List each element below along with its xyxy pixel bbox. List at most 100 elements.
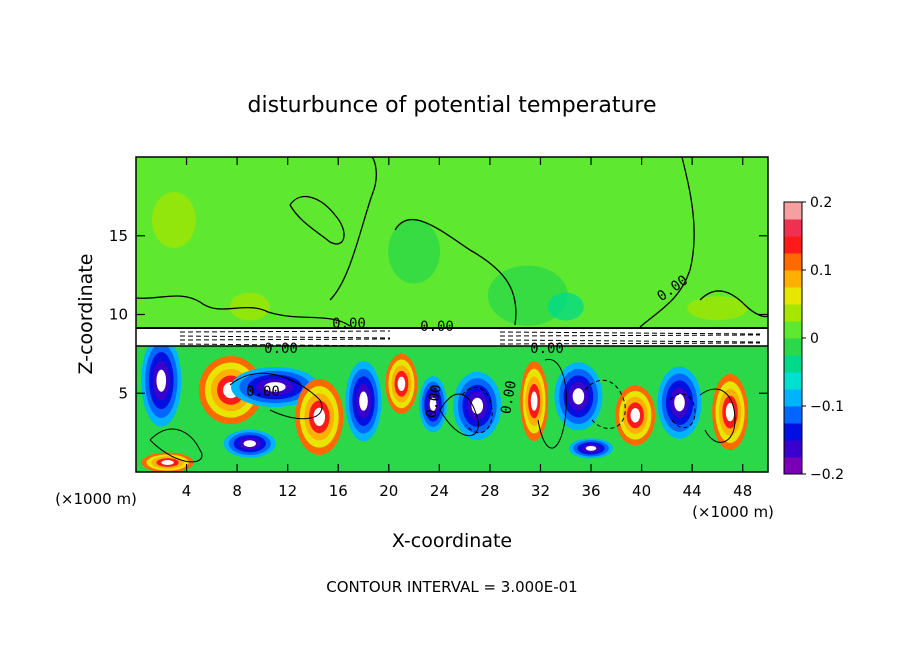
band-dashed-contour: [179, 343, 391, 347]
contour-label: 0.00: [264, 341, 298, 357]
colorbar-swatch: [784, 338, 802, 356]
x-tick-label: 36: [581, 482, 600, 500]
contour-labels: 0.00 0.000.00 0.000.00 0.00 0.000.00: [246, 273, 691, 420]
eddy-ring: [243, 440, 256, 448]
band-dashed-contour: [499, 334, 761, 337]
eddy-ring: [397, 376, 406, 391]
contour-interval-note: CONTOUR INTERVAL = 3.000E-01: [326, 578, 577, 596]
colorbar-swatch: [784, 355, 802, 373]
eddy-ring: [264, 382, 286, 392]
x-tick-label: 16: [329, 482, 348, 500]
eddy-ring: [161, 460, 174, 465]
x-tick-label: 20: [379, 482, 398, 500]
contour-line: [394, 218, 517, 326]
y-axis-label: Z-coordinate: [75, 254, 97, 375]
eddy-ring: [429, 397, 437, 411]
contour-label: 0.00: [246, 384, 280, 400]
contour-line: [699, 388, 736, 443]
colorbar-tick-label: −0.1: [810, 399, 844, 415]
colorbar-swatch: [784, 304, 802, 322]
contour-label: 0.00: [332, 316, 366, 332]
colorbar: 0.2 0.1 0 −0.1 −0.2: [783, 195, 844, 483]
colorbar-tick-label: −0.2: [810, 467, 844, 483]
colorbar-swatch: [784, 219, 802, 237]
colorbar-tick-label: 0: [810, 331, 819, 347]
y-tick-label: 10: [109, 306, 128, 324]
band-dashed-contour: [179, 338, 391, 341]
band-dashed-contour: [179, 335, 391, 339]
band-dashed-contour: [499, 342, 761, 345]
contour-line-dashed: [461, 386, 493, 434]
colorbar-swatch: [784, 423, 802, 441]
contour-label: 0.00: [423, 383, 445, 419]
contour-line: [537, 358, 567, 449]
interface-dashed-contours: [179, 330, 761, 347]
contour-label: 0.00: [420, 319, 454, 335]
band-dashed-contour: [499, 331, 761, 335]
contour-line-dashed: [669, 393, 696, 428]
x-tick-label: 48: [733, 482, 752, 500]
field-patch: [487, 265, 568, 326]
eddy-ring: [313, 407, 326, 426]
colorbar-swatch: [784, 440, 802, 458]
x-axis-label: X-coordinate: [392, 530, 512, 552]
x-tick-label: 12: [278, 482, 297, 500]
y-tick-label: 15: [109, 227, 128, 245]
field-patch: [687, 296, 748, 321]
eddy-ring: [572, 388, 585, 405]
colorbar-swatch: [784, 287, 802, 305]
contour-line-dashed: [584, 379, 626, 429]
colorbar-swatch: [784, 457, 802, 475]
field-patch: [388, 219, 441, 284]
band-dashed-contour: [499, 339, 761, 343]
colorbar-swatch: [784, 372, 802, 390]
x-tick-label: 24: [430, 482, 449, 500]
contour-line: [439, 393, 479, 437]
x-tick-label: 40: [632, 482, 651, 500]
colorbar-swatch: [784, 321, 802, 339]
y-axis-ticks: 5 10 15: [109, 227, 768, 402]
colorbar-tick-label: 0.1: [810, 263, 832, 279]
colorbar-swatch: [784, 389, 802, 407]
field-patch: [151, 192, 196, 248]
x-unit-label: (×1000 m): [55, 490, 137, 508]
upper-layer-patches: [151, 192, 748, 326]
plot-area: [136, 157, 768, 472]
field-patch: [229, 292, 270, 321]
x-tick-label: 4: [182, 482, 192, 500]
contour-line: [639, 157, 695, 328]
x-tick-label: 32: [531, 482, 550, 500]
eddy-ring: [530, 391, 538, 411]
eddy-ring: [674, 394, 685, 412]
eddy-ring: [630, 408, 641, 423]
interface-band: [136, 328, 768, 346]
lower-layer-patches: [141, 334, 749, 472]
contour-label: 0.00: [530, 341, 564, 357]
contour-lines: [136, 157, 768, 463]
y-tick-label: 5: [118, 384, 128, 402]
contour-line: [289, 195, 345, 245]
eddy-ring: [585, 445, 597, 451]
field-patch: [547, 292, 584, 321]
contour-line: [136, 295, 351, 327]
x-tick-label: 44: [683, 482, 702, 500]
contour-line: [229, 372, 323, 420]
colorbar-swatch: [784, 253, 802, 271]
colorbar-swatch: [784, 236, 802, 254]
contour-line: [149, 428, 203, 463]
colorbar-swatch: [784, 202, 802, 220]
contour-line: [329, 157, 377, 301]
colorbar-swatch: [784, 270, 802, 288]
colorbar-swatch: [784, 406, 802, 424]
contour-label: 0.00: [498, 379, 520, 415]
x-tick-label: 8: [232, 482, 242, 500]
eddy-ring: [156, 369, 167, 392]
x-unit-label-right: (×1000 m): [692, 503, 774, 521]
eddy-ring: [359, 391, 368, 411]
x-axis-ticks: 4 8 12 16 20 24 28 32 36 40 44 48: [182, 157, 752, 500]
band-dashed-contour: [179, 330, 391, 333]
x-tick-label: 28: [480, 482, 499, 500]
colorbar-tick-label: 0.2: [810, 195, 832, 211]
